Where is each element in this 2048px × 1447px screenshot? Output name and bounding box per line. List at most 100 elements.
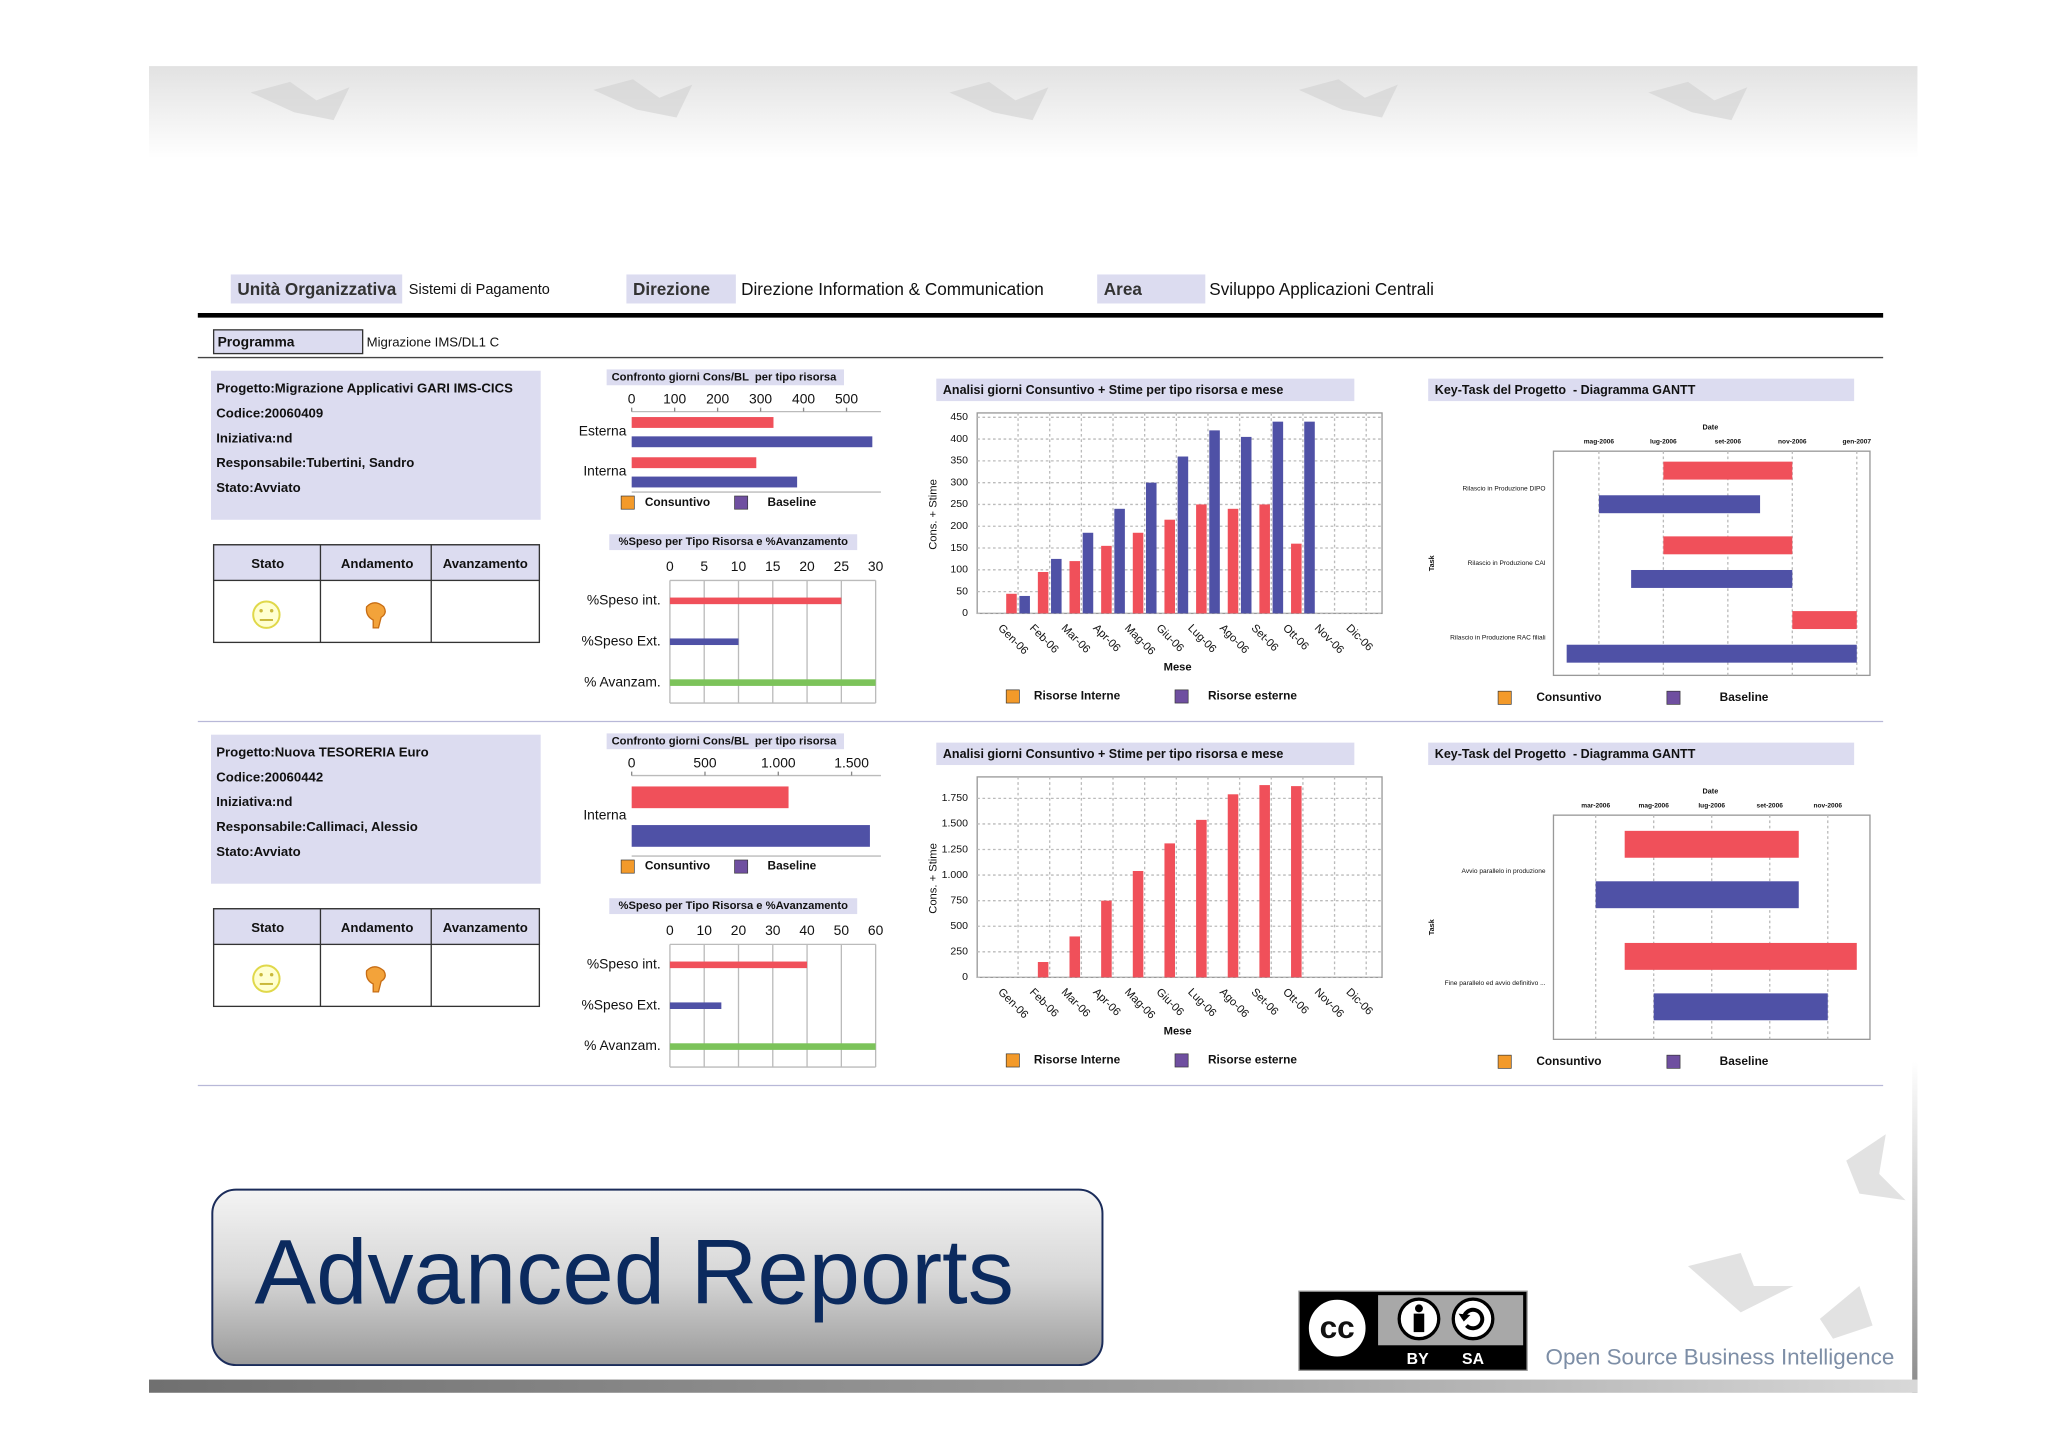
- bar: [1240, 436, 1252, 614]
- gantt-bar: [1595, 881, 1799, 909]
- header-label-bg: [1097, 274, 1206, 304]
- y-tick-label: 1.000: [942, 869, 968, 881]
- legend-label: Baseline: [768, 495, 817, 509]
- bar: [1291, 786, 1302, 978]
- legend-swatch: [1666, 690, 1681, 705]
- project-info-bg: [210, 370, 541, 520]
- x-tick-label: 5: [700, 558, 708, 574]
- program-label-bg: [212, 329, 364, 355]
- by-label: BY: [1407, 1351, 1429, 1368]
- category-label: Interna: [583, 463, 626, 479]
- project-info: Codice:20060442: [216, 769, 323, 784]
- legend-swatch: [1497, 690, 1512, 705]
- header-label: Unità Organizzativa: [237, 279, 396, 299]
- header-label-bg: [230, 274, 403, 304]
- category-label: % Avanzam.: [584, 673, 661, 689]
- x-tick-label: 60: [868, 922, 884, 938]
- legend-swatch: [620, 859, 635, 874]
- status-header: Avanzamento: [443, 556, 528, 571]
- task-label: Rilascio in Produzione DIPO: [1463, 485, 1546, 492]
- legend-label: Risorse Interne: [1034, 689, 1121, 703]
- x-axis-label: Date: [1703, 786, 1719, 795]
- trend-icon: [365, 602, 386, 629]
- x-tick-label: 30: [868, 558, 884, 574]
- category-label: %Speso int.: [587, 955, 661, 971]
- legend-label: Consuntivo: [1536, 1054, 1601, 1068]
- bar: [669, 1002, 722, 1010]
- legend-label: Consuntivo: [645, 859, 710, 873]
- x-tick-label: 50: [834, 922, 850, 938]
- bar: [1177, 456, 1189, 614]
- bar: [1101, 900, 1112, 978]
- project-info: Responsabile:Callimaci, Alessio: [216, 819, 418, 834]
- bar: [669, 1043, 876, 1050]
- y-tick-label: 0: [962, 971, 968, 983]
- legend-swatch: [1174, 689, 1189, 704]
- chart-title-bg: [1428, 378, 1855, 402]
- smiley-eye: [269, 973, 274, 977]
- x-axis-label: Mese: [1164, 661, 1192, 673]
- x-tick-label: 200: [706, 390, 729, 406]
- legend-swatch: [1174, 1053, 1189, 1068]
- x-tick-label: 25: [834, 558, 850, 574]
- x-tick-label: Mag-06: [1122, 986, 1157, 1021]
- y-axis-label: Cons. + Stime: [928, 479, 940, 550]
- corner-decoration: [1687, 1134, 1906, 1339]
- legend-swatch: [1005, 1053, 1020, 1068]
- legend-label: Consuntivo: [645, 495, 710, 509]
- y-tick-label: 100: [950, 564, 968, 576]
- gantt-bar: [1631, 569, 1793, 588]
- legend-label: Risorse esterne: [1208, 689, 1297, 703]
- project-info-bg: [210, 734, 541, 884]
- legend-swatch: [1497, 1054, 1512, 1069]
- header-label: Area: [1104, 279, 1143, 299]
- chart-title-bg: [606, 369, 844, 386]
- x-tick-label: Gen-06: [995, 622, 1030, 657]
- gantt-bar: [1566, 644, 1857, 663]
- brand: Open Source Business Intelligence: [1546, 1344, 1895, 1369]
- right-bar: [1912, 1061, 1918, 1393]
- x-tick-label: 400: [792, 390, 815, 406]
- bar: [1037, 962, 1049, 978]
- bar: [631, 476, 798, 488]
- bar: [1037, 571, 1049, 614]
- status-header: Andamento: [341, 920, 413, 935]
- x-tick-label: Ago-06: [1217, 622, 1251, 656]
- banner-decoration: [250, 79, 1748, 121]
- chart-title: %Speso per Tipo Risorsa e %Avanzamento: [619, 536, 849, 548]
- chart-title: Analisi giorni Consuntivo + Stime per ti…: [943, 383, 1283, 397]
- chart-title: Key-Task del Progetto - Diagramma GANTT: [1435, 383, 1696, 397]
- task-label: Avvio parallelo in produzione: [1462, 868, 1546, 875]
- legend-label: Consuntivo: [1536, 690, 1601, 704]
- bar: [1101, 545, 1112, 614]
- x-tick-label: Gen-06: [995, 986, 1030, 1021]
- y-tick-label: 0: [962, 607, 968, 619]
- bottom-bar: [149, 1379, 1918, 1393]
- gantt-bar: [1653, 993, 1828, 1021]
- legend-label: Risorse Interne: [1034, 1053, 1121, 1067]
- chart-title-bg: [1428, 742, 1855, 766]
- bar: [1164, 843, 1175, 978]
- header-value: Sviluppo Applicazioni Centrali: [1209, 279, 1434, 299]
- x-tick-label: Nov-06: [1312, 986, 1346, 1020]
- x-tick-label: nov-2006: [1814, 803, 1843, 810]
- x-tick-label: Feb-06: [1027, 622, 1061, 656]
- y-tick-label: 350: [950, 455, 968, 467]
- x-tick-label: Dic-06: [1344, 622, 1375, 653]
- license-badge: cc BY SA: [1298, 1290, 1528, 1372]
- status-header: Avanzamento: [443, 920, 528, 935]
- bar: [1132, 532, 1144, 614]
- bar: [669, 961, 808, 969]
- y-tick-label: 50: [956, 585, 968, 597]
- smiley-eye: [269, 609, 274, 613]
- title-box: [211, 1188, 1104, 1367]
- status-smiley: [252, 964, 281, 993]
- legend-label: Baseline: [768, 859, 817, 873]
- trend-icon: [365, 966, 386, 993]
- x-tick-label: 0: [628, 754, 636, 770]
- bar: [631, 417, 774, 428]
- project-info: Stato:Avviato: [216, 844, 300, 859]
- header-value: Sistemi di Pagamento: [409, 282, 550, 298]
- chart-title: Analisi giorni Consuntivo + Stime per ti…: [943, 747, 1283, 761]
- bar: [1209, 430, 1220, 614]
